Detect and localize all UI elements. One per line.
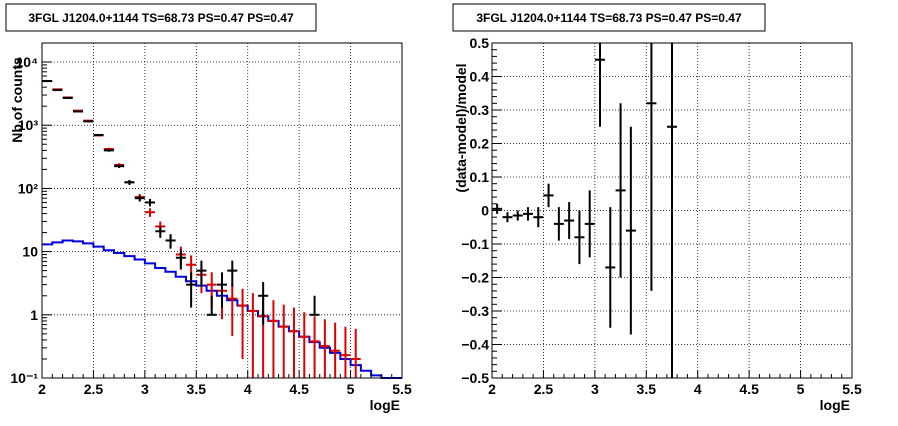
left-x-tick-label: 5 <box>347 381 355 397</box>
right-x-tick-label: 3 <box>591 381 599 397</box>
right-y-tick-label: −0.5 <box>461 370 489 386</box>
right-x-tick-label: 2.5 <box>534 381 554 397</box>
left-x-tick-label: 3.5 <box>187 381 207 397</box>
left-source-histogram <box>42 239 402 379</box>
right-y-tick-label: −0.1 <box>461 236 489 252</box>
left-data-series <box>42 80 320 325</box>
right-y-tick-label: 0.3 <box>470 102 490 118</box>
left-y-tick-label: 10⁻¹ <box>10 370 38 386</box>
left-x-label: logE <box>370 397 400 413</box>
left-x-tick-label: 2 <box>38 381 46 397</box>
left-title-box <box>5 3 317 32</box>
right-x-tick-label: 5.5 <box>842 381 862 397</box>
right-y-tick-label: −0.3 <box>461 303 489 319</box>
left-panel: 3FGL J1204.0+1144 TS=68.73 PS=0.47 PS=0.… <box>5 3 412 413</box>
left-y-tick-label: 10⁴ <box>16 54 39 70</box>
right-y-label: (data-model)/model <box>453 63 469 192</box>
left-x-tick-label: 2.5 <box>84 381 104 397</box>
left-x-tick-label: 5.5 <box>392 381 412 397</box>
left-source-histogram-line <box>42 239 402 379</box>
right-y-tick-label: 0.5 <box>470 35 490 51</box>
left-ticks: 2 2.5 3 3.5 4 4.5 5 5.5 10⁻¹ 1 10 10² 10³ 10⁴ <box>10 54 412 397</box>
right-x-tick-label: 4 <box>694 381 702 397</box>
right-x-tick-label: 5 <box>797 381 805 397</box>
right-ticks: 2 2.5 3 3.5 4 4.5 5 5.5 −0.5 −0.4 −0.3 −0.2 −0.1 0 0.1… <box>461 35 862 397</box>
left-y-label: Nb of counts <box>9 57 25 143</box>
right-title: 3FGL J1204.0+1144 TS=68.73 PS=0.47 PS=0.… <box>476 11 742 25</box>
right-x-label: logE <box>820 397 850 413</box>
right-x-tick-label: 2 <box>488 381 496 397</box>
right-y-tick-label: −0.2 <box>461 270 489 286</box>
left-plot-frame <box>41 42 403 379</box>
left-grid <box>42 43 402 378</box>
left-y-tick-label: 1 <box>30 307 38 323</box>
left-title: 3FGL J1204.0+1144 TS=68.73 PS=0.47 PS=0.… <box>28 11 294 25</box>
right-residual-series <box>492 43 677 378</box>
right-panel: 3FGL J1204.0+1144 TS=68.73 PS=0.47 PS=0.… <box>452 3 862 413</box>
left-y-tick-label: 10³ <box>18 117 39 133</box>
right-y-tick-label: 0.1 <box>470 169 490 185</box>
right-x-tick-label: 4.5 <box>739 381 759 397</box>
right-y-tick-label: 0.4 <box>470 69 490 85</box>
left-x-tick-label: 4.5 <box>289 381 309 397</box>
right-x-tick-label: 3.5 <box>637 381 657 397</box>
left-y-tick-label: 10 <box>22 244 38 260</box>
right-title-box <box>452 3 766 32</box>
left-x-tick-label: 3 <box>141 381 149 397</box>
right-y-tick-label: 0.2 <box>470 136 490 152</box>
right-y-tick-label: −0.4 <box>461 337 489 353</box>
left-x-tick-label: 4 <box>244 381 252 397</box>
right-y-tick-label: 0 <box>481 203 489 219</box>
left-y-tick-label: 10² <box>18 180 39 196</box>
